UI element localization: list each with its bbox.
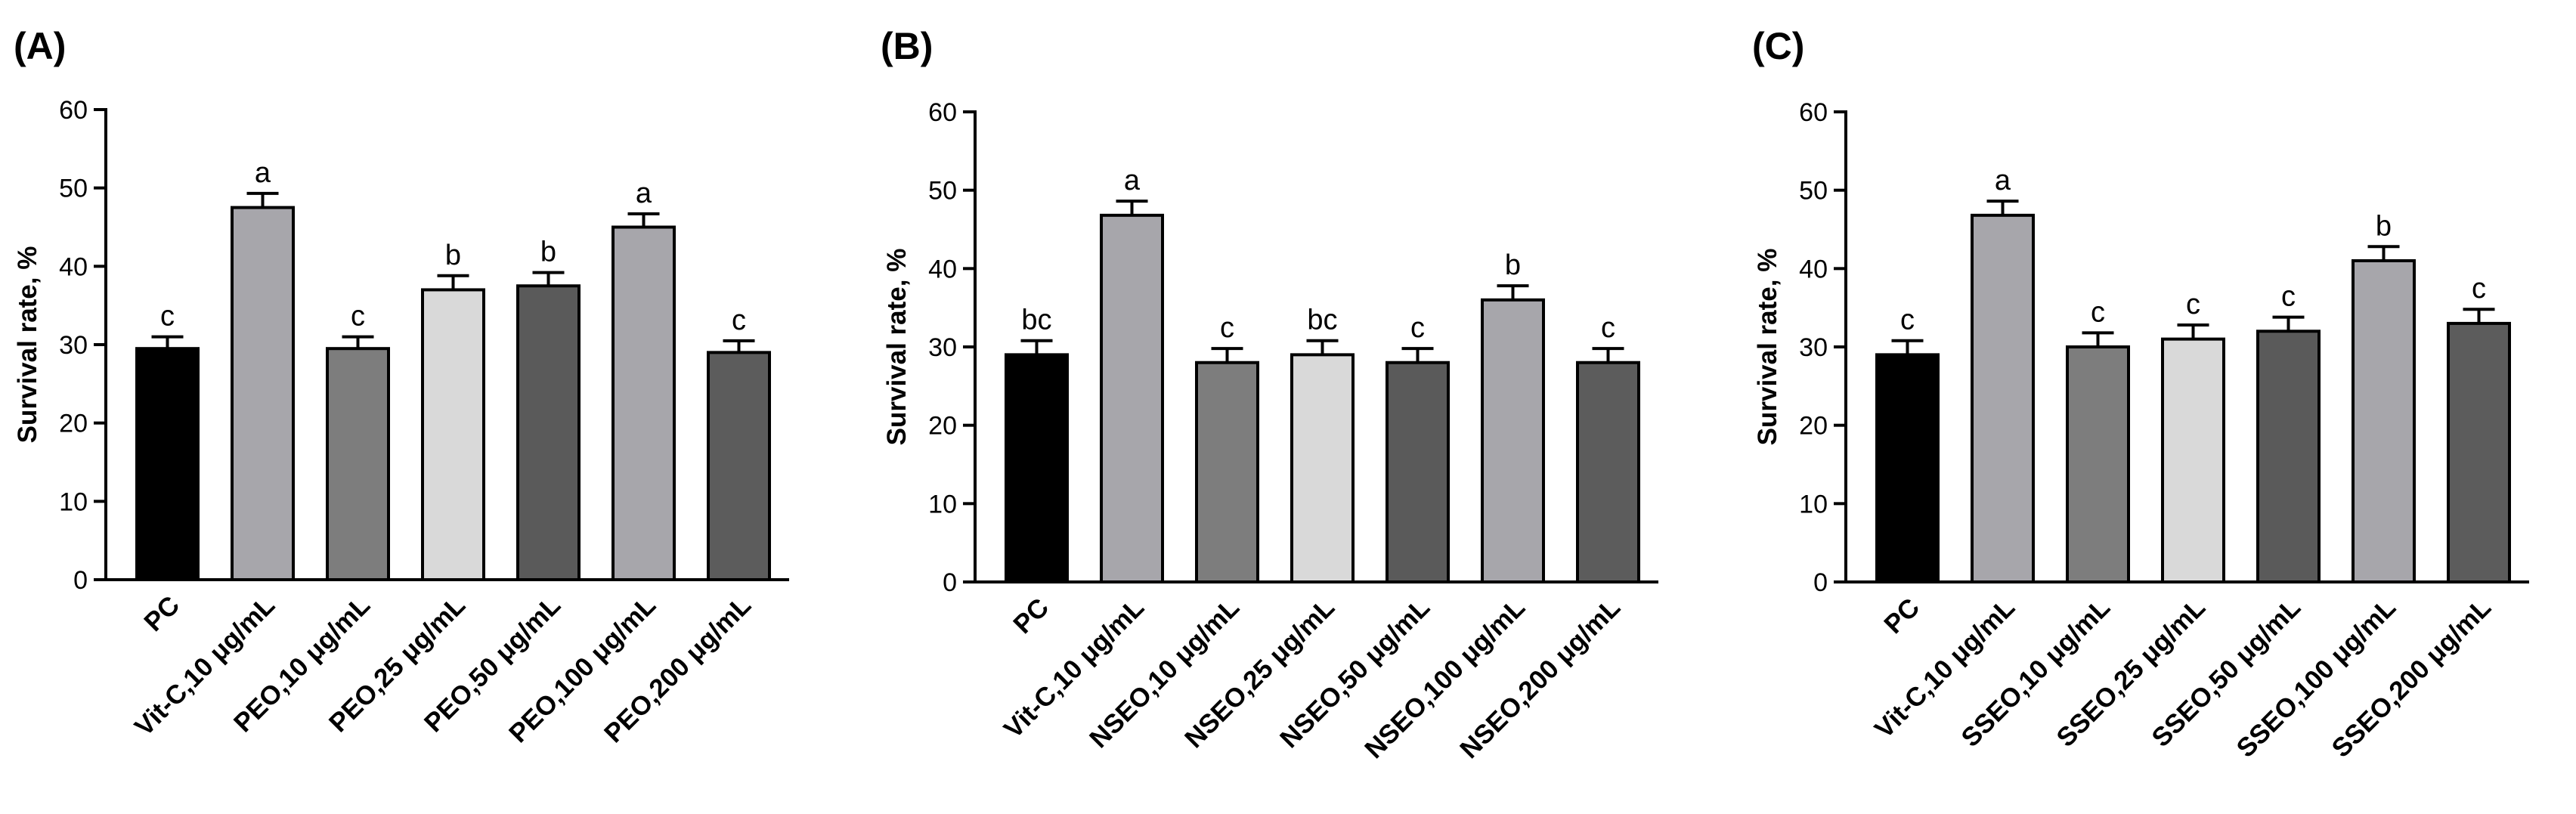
bar-2 xyxy=(1100,213,1164,583)
significance-letter: b xyxy=(1505,249,1521,281)
y-tick-label: 50 xyxy=(928,177,957,206)
y-tick-label: 20 xyxy=(59,410,88,438)
bar-7 xyxy=(1576,361,1640,583)
bar-6 xyxy=(2352,258,2416,583)
y-tick-label: 10 xyxy=(928,490,957,518)
bar-4 xyxy=(421,288,485,581)
x-tick-label: SSEO,100 μg/mL xyxy=(2231,593,2402,763)
bar-3 xyxy=(2066,345,2130,583)
significance-letter: a xyxy=(255,157,271,189)
significance-letter: c xyxy=(1220,312,1234,344)
significance-letter: c xyxy=(1900,305,1915,336)
y-tick-label: 10 xyxy=(59,487,88,516)
significance-letter: b xyxy=(445,240,461,271)
chart-panel-3: (C)Survival rate, %0102030405060cPCaVit-… xyxy=(1752,25,2529,763)
y-tick-label: 40 xyxy=(928,255,957,283)
significance-letter: b xyxy=(540,237,556,268)
bar-5 xyxy=(1386,361,1450,583)
significance-letter: b xyxy=(2376,210,2392,242)
panel-label: (A) xyxy=(14,25,66,67)
y-axis-label: Survival rate, % xyxy=(882,249,912,446)
bar-7 xyxy=(2447,321,2511,583)
bar-4 xyxy=(1290,353,1355,583)
significance-letter: c xyxy=(1601,312,1615,344)
significance-letter: c xyxy=(2091,296,2105,328)
significance-letter: c xyxy=(351,301,365,333)
x-tick-label: PC xyxy=(1008,593,1054,639)
y-axis-label: Survival rate, % xyxy=(1753,249,1782,446)
y-tick-label: 50 xyxy=(1799,177,1828,206)
significance-letter: a xyxy=(1995,165,2011,197)
y-tick-label: 0 xyxy=(1813,568,1828,597)
x-tick-label: PC xyxy=(138,590,185,637)
bar-1 xyxy=(1875,353,1940,583)
bar-1 xyxy=(1005,353,1069,583)
bar-6 xyxy=(1481,298,1545,583)
x-tick-label: NSEO,200 μg/mL xyxy=(1454,593,1626,764)
bar-5 xyxy=(516,284,581,581)
y-tick-label: 0 xyxy=(943,568,957,597)
y-axis-label: Survival rate, % xyxy=(13,246,42,444)
y-tick-label: 40 xyxy=(1799,255,1828,283)
y-tick-label: 30 xyxy=(59,331,88,360)
significance-letter: c xyxy=(1410,312,1425,344)
bar-5 xyxy=(2256,330,2321,583)
bar-7 xyxy=(707,351,771,581)
chart-panel-2: (B)Survival rate, %0102030405060bcPCaVit… xyxy=(881,25,1658,764)
x-tick-label: PC xyxy=(1878,593,1925,639)
significance-letter: c xyxy=(160,301,175,333)
panel-label: (B) xyxy=(881,25,933,67)
bar-3 xyxy=(326,347,390,581)
y-tick-label: 60 xyxy=(59,96,88,125)
y-tick-label: 0 xyxy=(73,566,88,595)
significance-letter: bc xyxy=(1021,305,1051,336)
y-tick-label: 10 xyxy=(1799,490,1828,518)
y-tick-label: 40 xyxy=(59,252,88,281)
chart-panel-1: (A)Survival rate, %0102030405060cPCaVit-… xyxy=(13,25,789,748)
bar-1 xyxy=(135,347,200,581)
significance-letter: a xyxy=(1124,165,1141,197)
significance-letter: a xyxy=(636,178,652,209)
y-tick-label: 30 xyxy=(1799,333,1828,362)
significance-letter: bc xyxy=(1307,305,1337,336)
y-tick-label: 20 xyxy=(1799,412,1828,441)
bar-3 xyxy=(1195,361,1259,583)
bar-2 xyxy=(231,206,295,581)
significance-letter: c xyxy=(2186,289,2200,320)
y-tick-label: 50 xyxy=(59,175,88,203)
bar-2 xyxy=(1971,213,2035,583)
y-tick-label: 30 xyxy=(928,333,957,362)
y-tick-label: 20 xyxy=(928,412,957,441)
significance-letter: c xyxy=(732,305,746,336)
significance-letter: c xyxy=(2472,273,2486,305)
y-tick-label: 60 xyxy=(928,98,957,127)
x-tick-label: NSEO,100 μg/mL xyxy=(1359,593,1531,764)
significance-letter: c xyxy=(2281,281,2296,313)
x-tick-label: SSEO,200 μg/mL xyxy=(2327,593,2497,763)
bar-6 xyxy=(611,225,676,581)
bar-4 xyxy=(2161,337,2225,583)
panel-label: (C) xyxy=(1752,25,1804,67)
y-tick-label: 60 xyxy=(1799,98,1828,127)
